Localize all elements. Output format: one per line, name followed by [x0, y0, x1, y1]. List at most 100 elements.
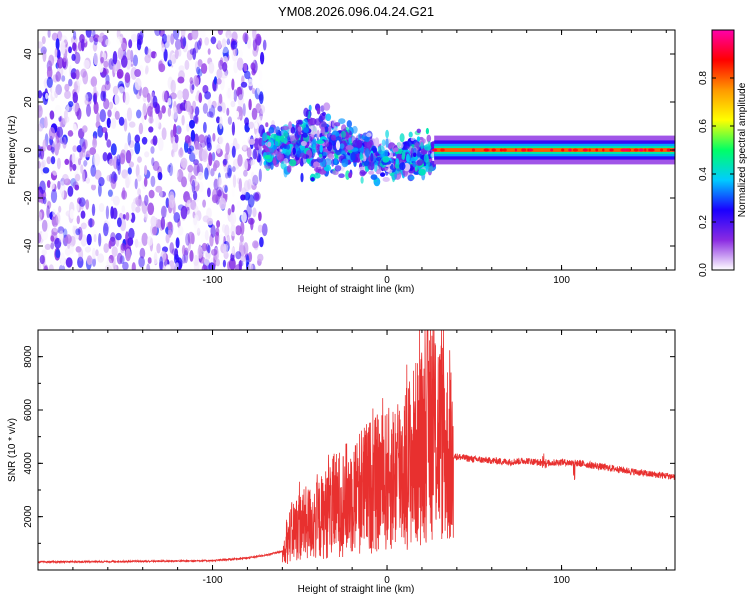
spectrogram-band-cell [316, 129, 320, 139]
spectrogram-band-cell [340, 130, 347, 138]
spectrogram-noise-cell [179, 102, 187, 111]
spectrogram-noise-cell [138, 122, 144, 135]
spectrogram-noise-cell [105, 205, 109, 220]
spectrogram-noise-cell [104, 131, 108, 141]
spectrogram-noise-cell [131, 201, 136, 212]
spectrogram-noise-cell [252, 30, 257, 41]
colorbar-tick-label: 0.2 [698, 215, 709, 229]
spectrogram-band-cell [394, 162, 400, 169]
spectrogram-noise-cell [91, 178, 97, 186]
spectrogram-noise-cell [178, 48, 182, 57]
spectrogram-band-cell [263, 155, 272, 160]
spectrogram-noise-cell [74, 184, 80, 191]
spectrogram-noise-cell [92, 42, 98, 52]
spectrogram-band-cell [339, 143, 345, 150]
spectrogram-noise-cell [62, 57, 67, 67]
spectrogram-noise-cell [103, 68, 109, 75]
spectrogram-noise-cell [134, 141, 141, 155]
spectrogram-noise-cell [180, 205, 188, 220]
spectrogram-noise-cell [54, 47, 58, 58]
spectrogram-band-cell [335, 140, 341, 151]
spectrogram-noise-cell [198, 181, 204, 193]
spectrogram-noise-cell [175, 39, 182, 50]
spectrogram-noise-cell [211, 151, 216, 162]
spectrogram-noise-cell [150, 51, 157, 59]
spectrogram-noise-cell [128, 140, 135, 148]
spectrogram-noise-cell [177, 76, 185, 84]
spectrogram-noise-cell [242, 158, 248, 172]
spectrogram-noise-cell [44, 264, 49, 270]
spectrogram-noise-cell [178, 148, 184, 158]
spectrogram-noise-cell [69, 209, 75, 219]
spectrogram-noise-cell [97, 125, 104, 138]
spectrogram-noise-cell [161, 33, 168, 44]
spectrogram-noise-cell [91, 203, 96, 216]
spectrogram-band-cell [289, 159, 297, 167]
spectrogram-noise-cell [54, 143, 59, 156]
spectrogram-noise-cell [86, 104, 91, 117]
snr-xtick-label: -100 [203, 575, 223, 586]
spectrogram-noise-cell [87, 218, 95, 228]
spectrogram-carrier-peak [633, 148, 639, 152]
spectrogram-noise-cell [248, 159, 256, 166]
spectrogram-noise-cell [206, 111, 214, 118]
spectrogram-noise-cell [133, 54, 138, 67]
spectrogram-noise-cell [41, 230, 49, 241]
snr-panel: -100 0 100 2000 4000 6000 8000 Height of strai… [7, 329, 676, 595]
spectrogram-noise-cell [248, 121, 255, 129]
spectrogram-noise-cell [117, 161, 121, 175]
spectrogram-noise-cell [218, 93, 223, 105]
spectrogram-noise-cell [154, 30, 161, 37]
spectrogram-noise-cell [189, 80, 195, 94]
spectrogram-noise-cell [59, 81, 64, 92]
spectrogram-noise-cell [38, 41, 43, 49]
snr-frame [37, 329, 676, 571]
spectrogram-noise-cell [48, 264, 54, 270]
spectrogram-noise-cell [233, 61, 239, 74]
spectrogram-noise-cell [98, 202, 105, 213]
spectrogram-noise-cell [216, 186, 223, 197]
spectrogram-band-cell [357, 133, 361, 141]
spectrogram-noise-cell [221, 46, 229, 54]
spectrogram-carrier-peak [638, 148, 644, 152]
spectrogram-noise-cell [78, 197, 86, 207]
spectrogram-noise-cell [50, 181, 55, 190]
spectrogram-noise-cell [161, 105, 166, 114]
spectrogram-noise-cell [42, 196, 47, 205]
spectrogram-noise-cell [46, 76, 53, 88]
spectrogram-noise-cell [46, 156, 52, 165]
spectrogram-noise-cell [78, 158, 81, 166]
spectrogram-noise-cell [112, 207, 118, 220]
spectrogram-noise-cell [235, 110, 240, 118]
spectrogram-noise-cell [225, 172, 229, 179]
spectrogram-band-cell [318, 153, 323, 158]
spectrogram-noise-cell [230, 224, 237, 237]
spectrogram-noise-cell [51, 85, 56, 98]
spectrogram-noise-cell [38, 144, 42, 158]
spectrogram-noise-cell [56, 126, 64, 138]
spectrogram-carrier-peak [502, 148, 507, 152]
spectrogram-noise-cell [159, 256, 164, 270]
spectrogram-noise-cell [49, 53, 54, 65]
snr-plot-area [38, 330, 675, 570]
spectrogram-noise-cell [161, 90, 168, 103]
spectrogram-noise-cell [98, 233, 102, 247]
spectrogram-noise-cell [74, 52, 81, 64]
spectrogram-noise-cell [73, 201, 80, 213]
spectrogram-band-cell [309, 125, 318, 135]
spectrogram-noise-cell [167, 59, 172, 67]
snr-marks [38, 330, 675, 565]
spectrogram-noise-cell [182, 254, 186, 264]
spectrogram-band-cell [286, 165, 292, 173]
spectrogram-noise-cell [192, 47, 197, 60]
spectrogram-noise-cell [231, 145, 236, 158]
spectrogram-noise-cell [230, 40, 238, 50]
spectrogram-noise-cell [227, 116, 232, 125]
spectrogram-noise-cell [231, 166, 236, 173]
spectrogram-noise-cell [231, 185, 235, 198]
spectrogram-noise-cell [184, 59, 190, 71]
spectrogram-noise-cell [239, 234, 244, 243]
spectrogram-band-cell [297, 125, 302, 136]
spectrogram-noise-cell [108, 101, 114, 110]
spectrogram-band-cell [370, 174, 378, 180]
